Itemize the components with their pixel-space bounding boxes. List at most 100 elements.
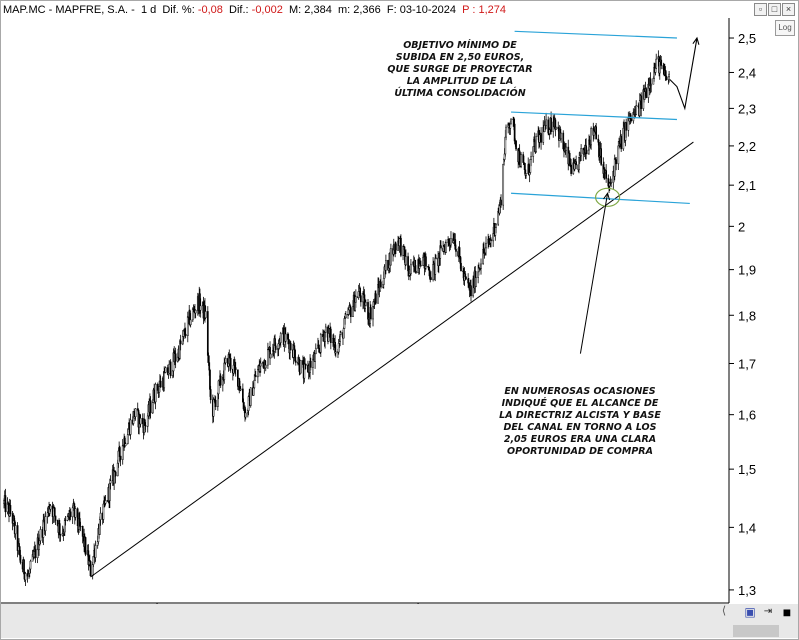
candle — [490, 237, 492, 248]
candle — [530, 151, 532, 167]
window-controls: ▫ □ × — [754, 3, 795, 16]
candle-body — [550, 117, 552, 132]
candle-body — [254, 375, 257, 378]
candle-body — [253, 379, 256, 389]
candle — [520, 152, 522, 169]
date-value: 03-10-2024 — [399, 4, 457, 16]
candle-body — [59, 534, 62, 536]
channel-line-lower — [511, 192, 690, 205]
date-label: F: — [386, 4, 397, 16]
candle-body — [324, 326, 327, 333]
candle — [149, 396, 152, 419]
candle — [655, 53, 658, 70]
candle-body — [458, 247, 461, 257]
candle-body — [570, 164, 572, 174]
min-label: m: — [337, 4, 351, 16]
candle-body — [630, 118, 633, 122]
candle — [565, 143, 567, 158]
candle — [365, 299, 367, 307]
max-label: M: — [288, 4, 302, 16]
candle — [430, 271, 432, 280]
candle — [249, 387, 252, 408]
candle-body — [289, 343, 292, 351]
candle — [465, 276, 467, 280]
candle — [502, 163, 505, 210]
candle-body — [74, 508, 77, 518]
candle-body — [129, 419, 132, 435]
candle — [234, 361, 237, 377]
candle-body — [565, 146, 567, 151]
candle — [199, 298, 202, 318]
y-tick-label: 1,7 — [738, 357, 756, 372]
maximize-button[interactable]: □ — [768, 3, 781, 16]
candle-body — [279, 333, 282, 343]
candle-body — [385, 260, 387, 271]
candle-body — [329, 328, 332, 343]
candle — [480, 258, 482, 275]
save-icon[interactable]: ▣ — [744, 605, 756, 619]
candle — [14, 521, 17, 540]
candle — [595, 122, 597, 140]
horizontal-scrollbar[interactable] — [733, 625, 779, 637]
candle-body — [390, 248, 392, 266]
log-scale-button[interactable]: Log — [775, 20, 795, 36]
candle-body — [234, 367, 237, 371]
candle-body — [375, 293, 377, 304]
candle-body — [509, 123, 512, 129]
export-icon[interactable]: ⇥ — [763, 606, 773, 617]
y-axis: 1,3 1,4 1,5 1,6 1,7 1,8 1,9 2 2,1 2,2 2,3 2,4 2,5 — [729, 31, 756, 598]
candle — [470, 279, 472, 302]
candle-body — [334, 351, 337, 354]
candle — [104, 495, 107, 506]
candle-body — [668, 73, 670, 78]
candle-body — [440, 245, 442, 249]
candle-body — [79, 526, 82, 528]
candle-body — [314, 347, 317, 354]
candle — [169, 359, 172, 379]
candle-body — [214, 399, 217, 408]
color-square-icon[interactable]: ■ — [782, 604, 792, 620]
restore-button[interactable]: ▫ — [754, 3, 767, 16]
candle — [239, 385, 242, 392]
candle-body — [400, 237, 402, 256]
candle — [400, 234, 402, 258]
candle — [274, 342, 277, 354]
candle — [435, 254, 437, 260]
candle — [485, 236, 487, 256]
candle — [259, 357, 262, 373]
candle-body — [314, 353, 316, 362]
y-tick-label: 1,5 — [738, 462, 756, 477]
candle — [370, 304, 372, 321]
candle — [267, 342, 269, 369]
candle — [124, 442, 127, 447]
close-button[interactable]: × — [782, 3, 795, 16]
candle-body — [149, 400, 152, 414]
scroll-left-icon[interactable]: ⟨ — [721, 605, 727, 617]
candle-body — [119, 447, 121, 457]
y-tick-label: 2 — [738, 219, 745, 234]
candle-body — [470, 285, 472, 297]
candle — [505, 124, 507, 141]
candle-body — [520, 154, 522, 167]
candle-body — [267, 348, 269, 366]
candle — [74, 508, 77, 521]
projection-arrowhead — [692, 36, 700, 45]
candle — [540, 127, 542, 150]
candle — [585, 138, 587, 160]
candle-body — [194, 309, 197, 314]
candle-body — [640, 95, 643, 109]
candle — [19, 549, 22, 565]
candle — [84, 536, 87, 557]
candle — [405, 249, 407, 267]
candle-body — [257, 369, 259, 378]
candle-body — [109, 480, 112, 484]
candle-body — [645, 88, 648, 98]
candle-body — [169, 361, 172, 376]
candle — [139, 414, 142, 428]
candle — [184, 327, 187, 338]
candle-body — [224, 358, 227, 364]
candle-body — [49, 505, 52, 510]
support-annotation: EN NUMEROSAS OCASIONES INDIQUÉ QUE EL AL… — [499, 386, 661, 457]
candle-body — [209, 389, 212, 400]
